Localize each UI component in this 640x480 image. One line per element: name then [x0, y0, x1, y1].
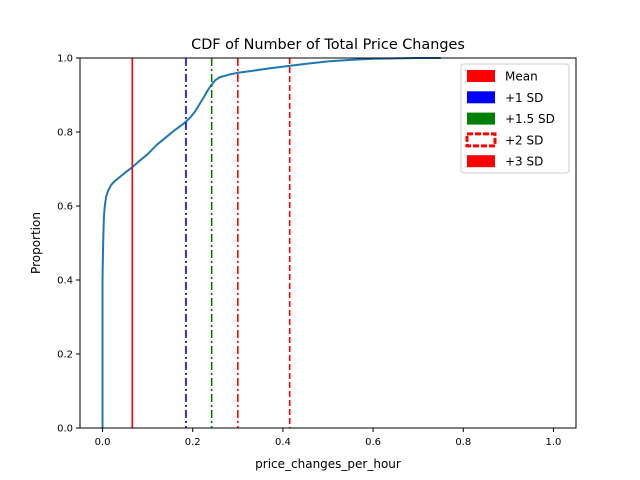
legend-swatch--1-sd: [467, 91, 495, 104]
axes-frame: [79, 57, 577, 429]
axis-ticks: 0.0 0.2 0.4 0.6 0.8 1.0 0.0 0.2 0.4 0.6 0.8 1.0: [57, 54, 561, 449]
legend-swatch--1-5-sd: [467, 112, 495, 125]
legend-label--1-sd: +1 SD: [505, 91, 543, 105]
legend-label-mean: Mean: [505, 70, 538, 84]
y-tick-label: 1.0: [57, 54, 73, 65]
y-tick-label: 0.8: [57, 128, 73, 139]
x-axis-label: price_changes_per_hour: [255, 457, 401, 471]
cdf-series-line-0: [101, 57, 441, 428]
legend-label--3-sd: +3 SD: [505, 155, 543, 169]
legend-swatch--3-sd: [467, 155, 495, 168]
chart-title: CDF of Number of Total Price Changes: [191, 37, 465, 53]
legend-label--1-5-sd: +1.5 SD: [505, 112, 555, 126]
y-tick-label: 0.2: [57, 350, 73, 361]
legend-swatch-mean: [467, 70, 495, 82]
y-tick-label: 0.0: [57, 424, 73, 435]
x-tick-label: 0.8: [455, 437, 471, 448]
y-tick-label: 0.6: [57, 202, 73, 213]
legend-box: [460, 63, 570, 174]
x-tick-label: 0.4: [275, 437, 291, 448]
legend-label--2-sd: +2 SD: [505, 133, 543, 147]
x-tick-label: 1.0: [546, 437, 562, 448]
x-tick-label: 0.6: [365, 437, 381, 448]
legend-swatch--2-sd: [465, 132, 497, 148]
y-axis-label: Proportion: [29, 212, 43, 274]
x-tick-label: 0.2: [185, 437, 201, 448]
x-tick-label: 0.0: [95, 437, 111, 448]
y-tick-label: 0.4: [57, 276, 73, 287]
legend: Mean +1 SD +1.5 SD +2 SD +3 SD: [460, 63, 570, 174]
plot-area: [101, 57, 441, 428]
